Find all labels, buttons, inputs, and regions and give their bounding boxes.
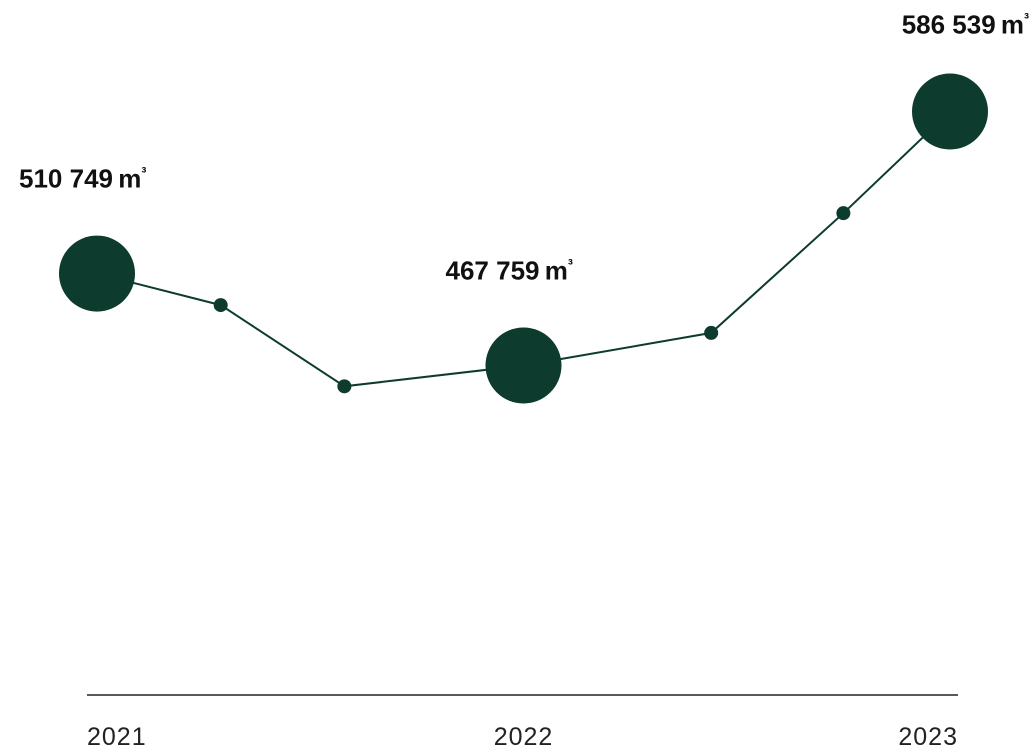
x-tick-labels: 2021 2022 2023 [87, 723, 958, 748]
minor-point-4 [836, 206, 851, 221]
minor-point-2 [337, 379, 352, 394]
major-point-2023 [912, 73, 988, 150]
value-label-2022: 467 759 m³ [446, 255, 573, 285]
major-points [59, 73, 988, 404]
minor-point-3 [704, 325, 719, 340]
value-label-2023: 586 539 m³ [902, 10, 1029, 40]
x-tick-2021: 2021 [87, 723, 147, 748]
minor-points [213, 206, 851, 394]
major-point-2021 [59, 235, 135, 312]
value-labels: 510 749 m³ 467 759 m³ 586 539 m³ [19, 10, 1029, 286]
x-tick-2022: 2022 [494, 723, 554, 748]
value-label-2021: 510 749 m³ [19, 164, 146, 194]
major-point-2022 [485, 327, 562, 404]
minor-point-1 [213, 298, 228, 313]
x-tick-2023: 2023 [898, 723, 958, 748]
